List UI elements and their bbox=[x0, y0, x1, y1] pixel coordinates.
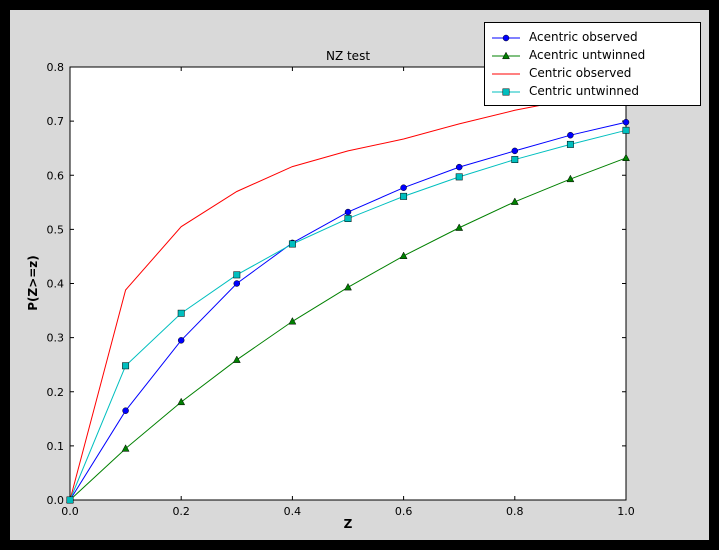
data-point-circle bbox=[622, 118, 630, 126]
x-tick-label: 0.8 bbox=[506, 505, 524, 518]
data-point-square bbox=[622, 126, 630, 134]
y-tick-label: 0.1 bbox=[47, 440, 65, 453]
data-point-triangle bbox=[177, 397, 186, 406]
y-tick-label: 0.7 bbox=[47, 115, 65, 128]
data-point-triangle bbox=[510, 197, 519, 205]
legend-line-sample bbox=[492, 88, 520, 95]
data-point-square bbox=[177, 309, 185, 317]
data-point-square bbox=[66, 496, 74, 504]
y-tick-label: 0.0 bbox=[47, 494, 65, 507]
data-point-triangle bbox=[121, 444, 130, 452]
data-point-circle bbox=[344, 208, 352, 216]
data-point-triangle bbox=[232, 355, 241, 363]
data-point-square bbox=[122, 362, 130, 370]
y-tick-label: 0.8 bbox=[47, 61, 65, 74]
legend-item-label: Acentric observed bbox=[529, 30, 638, 44]
legend-item-centric-untwinned: Centric untwinned bbox=[491, 82, 694, 100]
legend-line-sample bbox=[492, 34, 520, 41]
data-point-triangle bbox=[399, 251, 408, 259]
data-point-triangle bbox=[622, 153, 630, 161]
series-line-centric-observed bbox=[69, 89, 627, 501]
x-tick-label: 1.0 bbox=[617, 505, 635, 518]
y-tick-label: 0.4 bbox=[47, 278, 65, 291]
data-point-circle bbox=[122, 407, 129, 414]
legend: Acentric observed Acentric untwinned Centr… bbox=[484, 22, 701, 106]
data-point-square bbox=[511, 156, 519, 164]
y-tick-label: 0.3 bbox=[47, 332, 65, 345]
plot-canvas: 0.0 0.2 0.4 0.6 0.8 1.0 0.0 0.1 0.2 0.3 0.4 0.5 0.6 0… bbox=[47, 61, 635, 518]
data-point-circle bbox=[455, 163, 463, 171]
data-point-triangle bbox=[344, 282, 352, 291]
data-point-square bbox=[233, 271, 241, 279]
x-tick-label: 0.2 bbox=[172, 505, 190, 518]
data-point-square bbox=[455, 173, 463, 181]
y-tick-label: 0.6 bbox=[47, 169, 65, 182]
y-tick-label: 0.2 bbox=[47, 386, 65, 399]
data-point-circle bbox=[511, 147, 519, 155]
x-tick-label: 0.6 bbox=[395, 505, 413, 518]
figure-canvas: 0.0 0.2 0.4 0.6 0.8 1.0 0.0 0.1 0.2 0.3 0.4 0.5 0.6 0… bbox=[10, 10, 709, 540]
legend-line-sample bbox=[492, 73, 520, 74]
chart-title: NZ test bbox=[325, 49, 371, 63]
legend-line-sample bbox=[492, 51, 520, 59]
data-point-circle bbox=[233, 280, 241, 287]
x-tick-label: 0.4 bbox=[284, 505, 302, 518]
legend-item-label: Acentric untwinned bbox=[529, 48, 646, 62]
legend-item-acentric-observed: Acentric observed bbox=[491, 28, 694, 46]
legend-item-acentric-untwinned: Acentric untwinned bbox=[491, 46, 694, 64]
data-point-square bbox=[288, 240, 296, 248]
data-point-circle bbox=[400, 184, 407, 191]
data-point-square bbox=[400, 192, 408, 200]
data-point-triangle bbox=[566, 174, 575, 183]
legend-item-label: Centric observed bbox=[529, 66, 632, 80]
data-point-circle bbox=[177, 337, 185, 344]
legend-item-label: Centric untwinned bbox=[529, 84, 640, 98]
data-point-square bbox=[566, 140, 574, 148]
x-tick-label: 0.0 bbox=[61, 505, 79, 518]
data-point-triangle bbox=[455, 223, 464, 231]
x-axis-label: Z bbox=[343, 517, 353, 531]
data-point-circle bbox=[567, 131, 574, 139]
data-point-triangle bbox=[502, 51, 510, 59]
y-axis-label: P(Z>=z) bbox=[26, 255, 40, 311]
legend-item-centric-observed: Centric observed bbox=[491, 64, 694, 82]
data-point-square bbox=[502, 88, 510, 95]
y-tick-label: 0.5 bbox=[47, 223, 65, 236]
data-point-circle bbox=[502, 34, 510, 41]
data-point-triangle bbox=[288, 317, 297, 325]
data-point-square bbox=[344, 215, 352, 223]
